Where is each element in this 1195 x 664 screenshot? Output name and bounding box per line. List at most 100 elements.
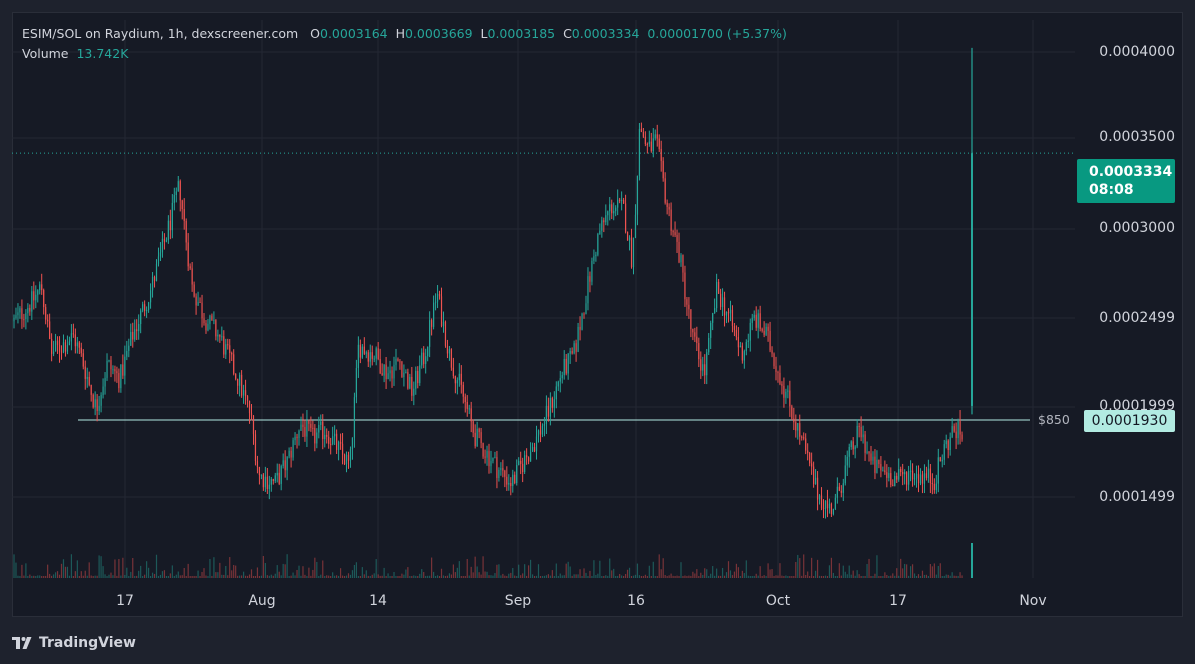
candle-body: [211, 315, 213, 321]
volume-bar: [929, 564, 931, 578]
candle-body: [21, 308, 23, 320]
candle-body: [773, 353, 775, 367]
candle-body: [858, 425, 860, 427]
volume-bar: [599, 560, 601, 578]
volume-bar: [694, 573, 696, 578]
pair-label: ESIM/SOL on Raydium, 1h, dexscreener.com: [22, 26, 299, 41]
volume-bar: [407, 567, 409, 578]
volume-bar: [272, 575, 274, 578]
volume-bar: [848, 565, 850, 578]
candle-body: [700, 359, 702, 371]
volume-bar: [146, 561, 148, 578]
candle-body: [464, 396, 466, 403]
candle-body: [355, 367, 358, 398]
volume-bar: [858, 574, 860, 578]
candle-body: [551, 398, 553, 408]
volume-bar: [656, 575, 658, 578]
candle-body: [959, 421, 961, 435]
volume-bar: [850, 574, 852, 578]
volume-bar: [250, 569, 253, 578]
candle-body: [510, 482, 512, 487]
candle-body: [284, 460, 286, 471]
volume-bar: [52, 574, 55, 578]
candle-body: [660, 148, 662, 161]
candle-body: [892, 484, 894, 487]
volume-bar: [474, 556, 476, 578]
volume-bar: [545, 575, 548, 578]
volume-bar: [496, 564, 498, 578]
candle-body: [136, 329, 138, 332]
volume-bar: [235, 565, 237, 578]
volume-bar: [623, 575, 625, 578]
candle-body: [943, 444, 945, 460]
volume-bar: [890, 575, 892, 578]
volume-bar: [169, 573, 171, 578]
volume-bar: [555, 563, 557, 578]
volume-bar: [56, 571, 59, 578]
volume-bar: [108, 574, 110, 578]
tradingview-logo[interactable]: TradingView: [12, 633, 136, 653]
candle-body: [35, 294, 37, 301]
volume-bar: [533, 575, 536, 578]
candle-body: [911, 470, 914, 480]
candle-body: [142, 304, 144, 311]
volume-bar: [466, 558, 468, 578]
candle-body: [941, 459, 943, 462]
volume-bar: [300, 575, 302, 578]
volume-bar: [286, 554, 288, 578]
volume-bar: [783, 575, 785, 578]
volume-bar: [626, 569, 629, 578]
candle-body: [163, 238, 166, 242]
candle-body: [377, 348, 379, 360]
candle-body: [33, 291, 35, 301]
volume-bar: [258, 576, 261, 578]
volume-bar: [308, 567, 310, 578]
volume-bar: [636, 563, 639, 578]
volume-bar: [565, 563, 567, 578]
candle-body: [886, 472, 888, 478]
candle-body: [961, 434, 963, 440]
volume-bar: [816, 559, 819, 578]
volume-bar: [128, 575, 130, 578]
candle-body: [349, 448, 352, 461]
candle-body: [648, 141, 650, 145]
volume-bar: [763, 575, 765, 578]
candle-body: [809, 453, 811, 464]
candle-body: [19, 308, 21, 313]
volume-bar: [921, 570, 924, 578]
candle-body: [522, 463, 524, 472]
volume-bar: [70, 554, 72, 578]
candle-body: [446, 345, 449, 354]
volume-bar: [434, 576, 437, 578]
volume-bar: [621, 575, 623, 578]
volume-bar: [229, 557, 231, 578]
volume-bar: [870, 575, 872, 578]
volume-bar: [864, 575, 866, 578]
candle-body: [624, 203, 627, 232]
candle-body: [795, 422, 797, 431]
volume-bar: [842, 565, 844, 578]
candle-body: [644, 136, 646, 145]
candle-body: [64, 342, 67, 352]
candle-body: [409, 376, 411, 389]
volume-bar: [296, 569, 298, 578]
volume-bar: [373, 573, 375, 578]
bar-countdown: 08:08: [1089, 182, 1134, 198]
y-tick-label: 0.0003500: [1099, 129, 1175, 145]
candle-body: [66, 345, 69, 352]
volume-bar: [559, 573, 561, 578]
volume-bar: [207, 575, 209, 578]
volume-bar: [343, 575, 346, 578]
candle-body: [723, 297, 726, 316]
volume-bar: [381, 575, 383, 578]
volume-bar: [585, 572, 587, 578]
volume-bar: [714, 575, 716, 578]
candle-body: [531, 447, 534, 452]
chart-panel[interactable]: [12, 12, 1183, 617]
volume-bar: [876, 555, 878, 578]
candle-body: [872, 456, 874, 461]
volume-bar: [789, 575, 791, 578]
volume-bar: [488, 575, 490, 578]
candle-body: [478, 428, 480, 433]
